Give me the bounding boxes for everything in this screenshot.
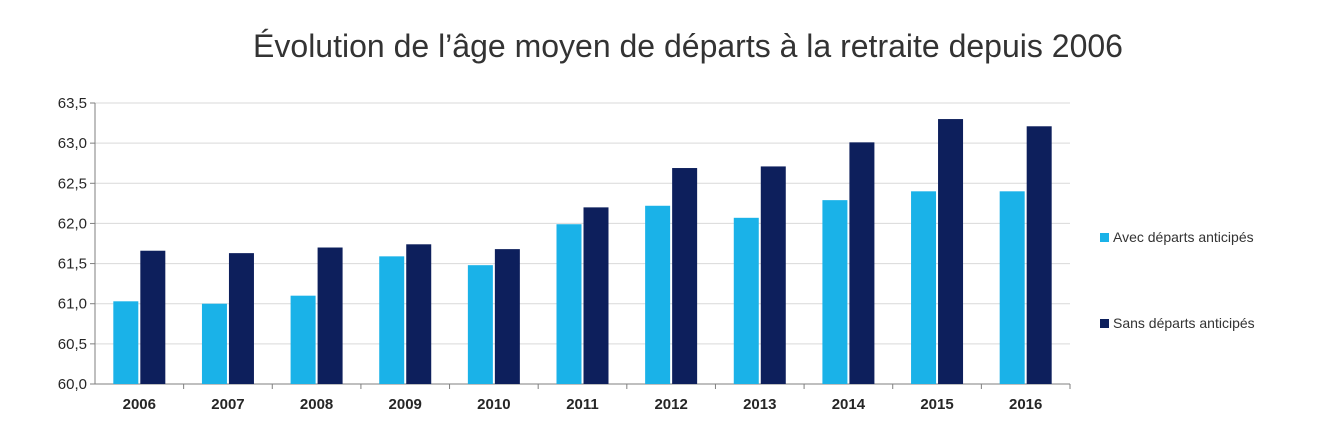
bar-sans-2006 <box>140 250 166 384</box>
bar-sans-2013 <box>760 166 786 384</box>
y-tick-label: 61,0 <box>58 296 87 313</box>
bar-avec-2008 <box>290 295 316 384</box>
x-tick-label: 2009 <box>389 396 422 413</box>
bar-sans-2009 <box>406 244 432 384</box>
legend-item-avec: Avec départs anticipés <box>1100 229 1254 245</box>
x-tick-label: 2014 <box>832 396 866 413</box>
bar-avec-2010 <box>467 265 493 384</box>
bar-avec-2011 <box>556 224 582 384</box>
y-tick-label: 60,0 <box>58 376 87 393</box>
bar-sans-2014 <box>849 142 875 384</box>
x-tick-label: 2007 <box>211 396 244 413</box>
legend-swatch-sans <box>1100 318 1109 328</box>
y-tick-label: 62,5 <box>58 175 87 192</box>
bar-sans-2010 <box>494 249 520 384</box>
bar-avec-2015 <box>911 191 937 384</box>
x-tick-label: 2010 <box>477 396 510 413</box>
bar-avec-2007 <box>201 303 227 384</box>
chart-title: Évolution de l’âge moyen de départs à la… <box>253 28 1123 64</box>
bar-avec-2014 <box>822 200 848 384</box>
x-tick-label: 2012 <box>654 396 687 413</box>
x-tick-label: 2015 <box>920 396 953 413</box>
x-tick-label: 2011 <box>566 396 599 413</box>
bar-sans-2012 <box>672 168 698 384</box>
x-tick-label: 2006 <box>123 396 156 413</box>
legend-label-sans: Sans départs anticipés <box>1113 315 1255 331</box>
bar-avec-2006 <box>113 301 139 384</box>
bar-sans-2008 <box>317 247 343 384</box>
x-tick-label: 2013 <box>743 396 776 413</box>
x-tick-label: 2016 <box>1009 396 1042 413</box>
bar-avec-2013 <box>733 217 759 384</box>
bar-sans-2007 <box>228 253 254 384</box>
x-tick-label: 2008 <box>300 396 333 413</box>
y-tick-label: 62,0 <box>58 215 87 232</box>
legend-swatch-avec <box>1100 232 1109 242</box>
bar-sans-2016 <box>1026 126 1052 384</box>
bar-sans-2015 <box>938 119 964 385</box>
bar-avec-2016 <box>999 191 1025 384</box>
legend-item-sans: Sans départs anticipés <box>1100 315 1255 331</box>
bar-sans-2011 <box>583 207 609 384</box>
bar-avec-2012 <box>645 205 671 384</box>
legend-label-avec: Avec départs anticipés <box>1113 229 1254 245</box>
bar-avec-2009 <box>379 256 405 384</box>
y-tick-label: 63,5 <box>58 95 87 112</box>
y-tick-label: 63,0 <box>58 135 87 152</box>
y-tick-label: 60,5 <box>58 336 87 353</box>
y-tick-label: 61,5 <box>58 256 87 273</box>
